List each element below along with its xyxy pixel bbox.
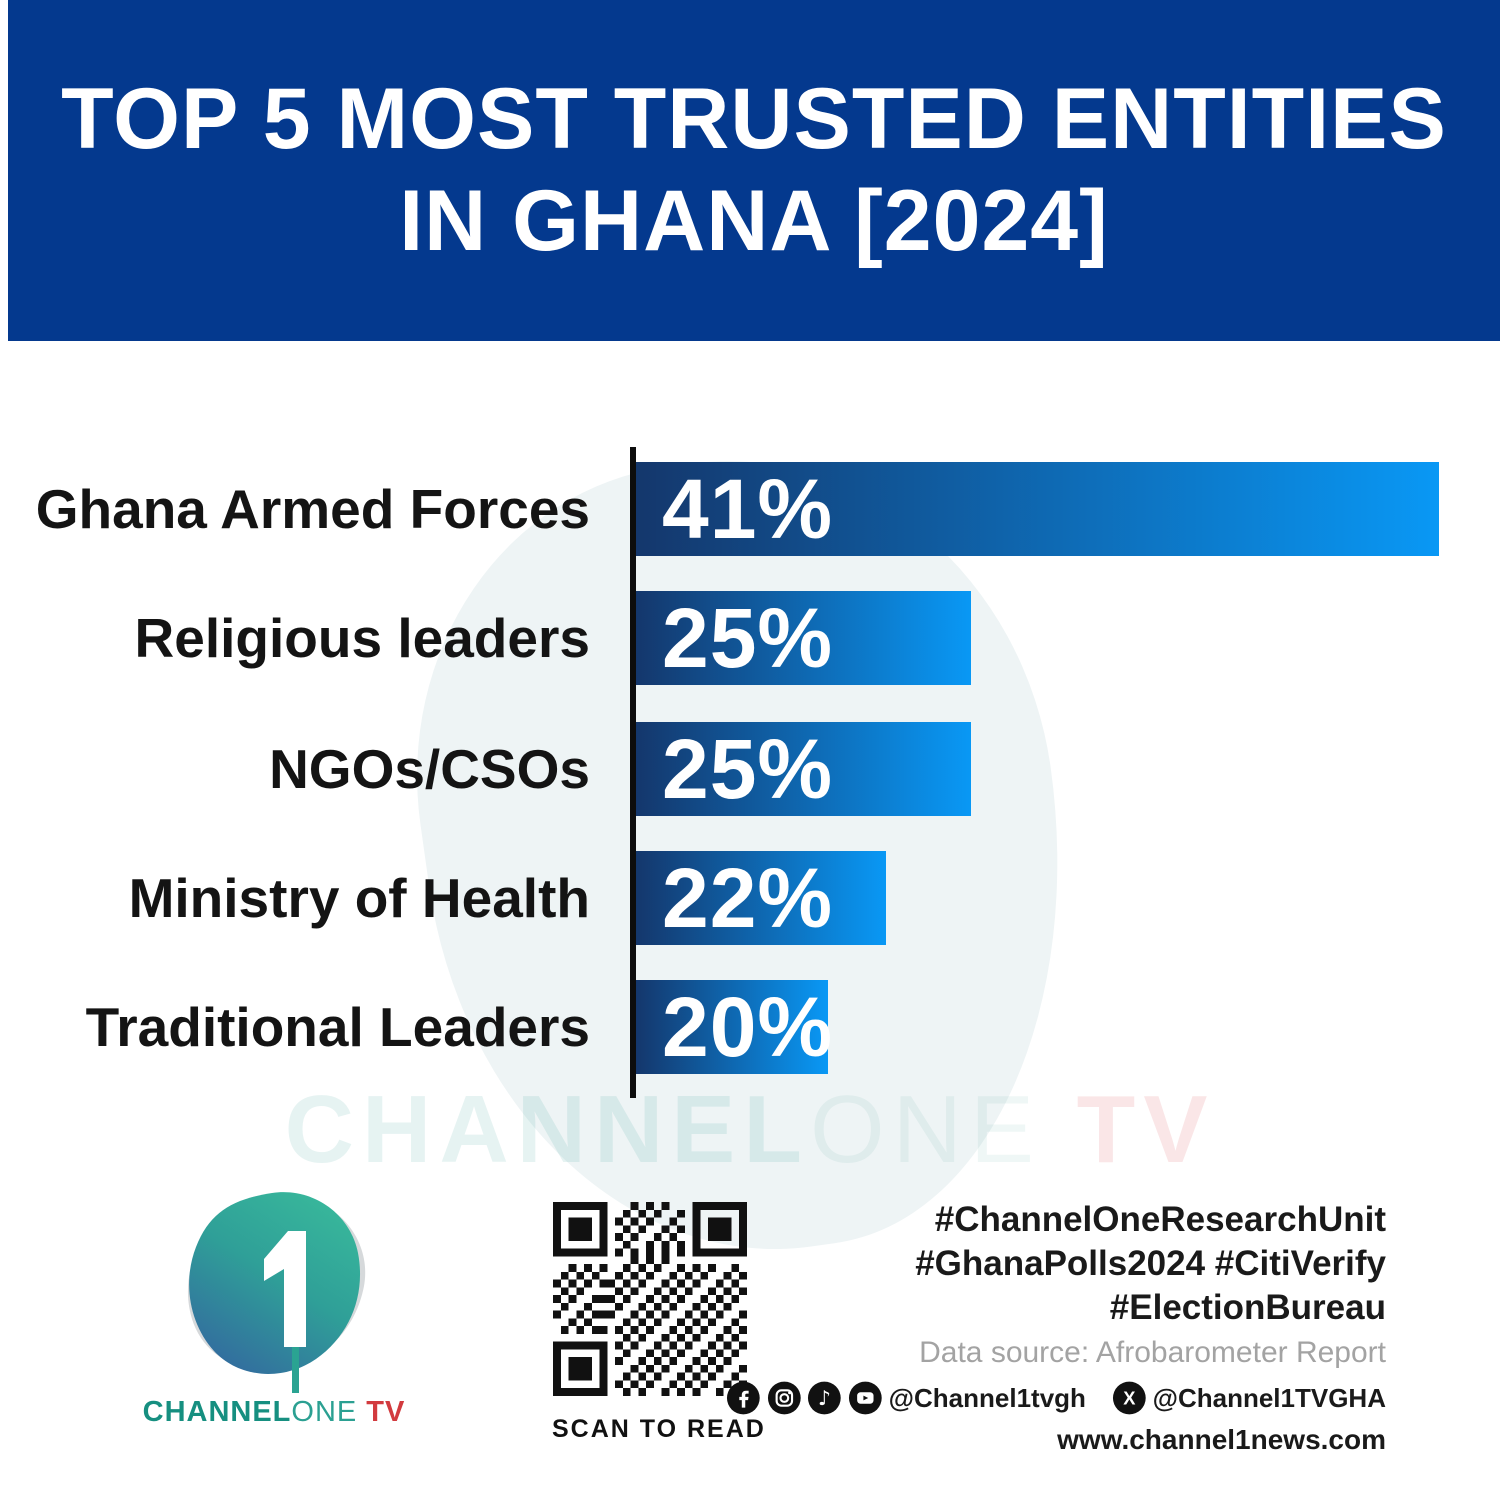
youtube-icon <box>848 1381 882 1415</box>
x-icon: X <box>1112 1381 1146 1415</box>
hashtag-line: #ChannelOneResearchUnit <box>934 1200 1386 1239</box>
channelone-tv-watermark: CHANNELONE TV <box>0 1082 1500 1178</box>
handle-x: @Channel1TVGHA <box>1152 1382 1386 1413</box>
bar-value-label: 22% <box>662 850 834 945</box>
hashtag-line: #ElectionBureau <box>1109 1288 1386 1327</box>
title-line-1: TOP 5 MOST TRUSTED ENTITIES <box>61 71 1447 168</box>
logo-wordmark: CHANNELONE TV <box>140 1396 408 1429</box>
instagram-icon <box>767 1381 801 1415</box>
bar-category-label: Traditional Leaders <box>85 996 590 1058</box>
watermark-tv: TV <box>1042 1076 1216 1183</box>
title-line-2: IN GHANA [2024] <box>399 172 1109 269</box>
bar: 22% <box>636 851 886 945</box>
wordmark-channel: CHANNEL <box>142 1396 292 1428</box>
bar: 41% <box>636 462 1439 556</box>
bar-value-label: 20% <box>662 979 834 1074</box>
hashtags: #ChannelOneResearchUnit #GhanaPolls2024 … <box>726 1198 1386 1330</box>
channel-one-logo: CHANNELONE TV <box>140 1183 408 1429</box>
footer-right-column: #ChannelOneResearchUnit #GhanaPolls2024 … <box>726 1198 1386 1456</box>
bar-value-label: 25% <box>662 590 834 685</box>
qr-caption: SCAN TO READ <box>552 1415 766 1443</box>
chart-axis-line <box>630 447 636 1098</box>
watermark-one: ONE <box>809 1076 1042 1183</box>
logo-numeral-1 <box>264 1231 306 1347</box>
bar: 25% <box>636 591 971 685</box>
logo-numeral-tail <box>292 1347 299 1393</box>
hashtag-line: #GhanaPolls2024 #CitiVerify <box>915 1244 1386 1283</box>
page-title: TOP 5 MOST TRUSTED ENTITIES IN GHANA [20… <box>61 69 1447 272</box>
bar-category-label: NGOs/CSOs <box>269 738 590 800</box>
channel-one-logo-icon <box>188 1192 366 1393</box>
social-row: ♪ @Channel1tvgh X @Channel1TVGHA <box>726 1380 1386 1416</box>
bar: 25% <box>636 722 971 816</box>
data-source: Data source: Afrobarometer Report <box>919 1336 1386 1369</box>
wordmark-tv: TV <box>357 1396 406 1428</box>
bar: 20% <box>636 980 832 1074</box>
bar-value-label: 25% <box>662 721 834 816</box>
logo-pebble <box>189 1192 361 1374</box>
svg-text:♪: ♪ <box>818 1386 831 1410</box>
qr-code <box>553 1202 747 1396</box>
bar-category-label: Religious leaders <box>134 607 590 669</box>
tiktok-icon: ♪ <box>808 1381 842 1415</box>
header-banner: TOP 5 MOST TRUSTED ENTITIES IN GHANA [20… <box>8 0 1500 341</box>
bar-category-label: Ghana Armed Forces <box>35 478 590 540</box>
bar-category-label: Ministry of Health <box>128 867 590 929</box>
qr-code-block: SCAN TO READ <box>552 1202 766 1444</box>
website-url: www.channel1news.com <box>1057 1424 1386 1455</box>
handle-main: @Channel1tvgh <box>888 1382 1086 1413</box>
watermark-channel: CHANNEL <box>284 1076 810 1183</box>
facebook-icon <box>726 1381 760 1415</box>
svg-text:X: X <box>1123 1388 1136 1409</box>
wordmark-one: ONE <box>291 1396 358 1428</box>
bar-value-label: 41% <box>662 461 834 556</box>
